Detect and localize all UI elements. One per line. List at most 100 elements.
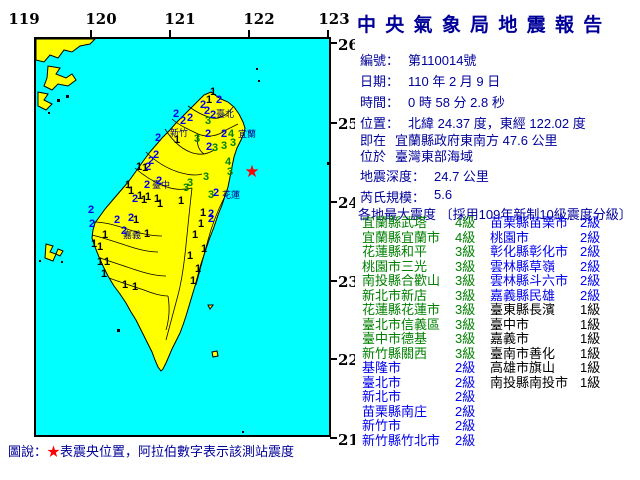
intensity-place: 宜蘭縣宜蘭市 (362, 229, 441, 245)
station-intensity-mark: 1 (195, 263, 201, 275)
field-value: 110 年 2 月 9 日 (408, 74, 501, 89)
station-intensity-mark: 2 (128, 212, 134, 224)
intensity-row: 南投縣合歡山 3級 (362, 273, 488, 289)
intensity-level: 2級 (455, 389, 476, 404)
intensity-level: 2級 (455, 403, 476, 419)
intensity-level: 3級 (455, 302, 476, 317)
map-city-label: 新竹 (170, 127, 188, 138)
intensity-row: 新竹縣關西 3級 (362, 345, 488, 362)
intensity-place: 宜蘭縣武塔 (362, 215, 428, 230)
longitude-label: 123 (318, 10, 349, 28)
intensity-row: 宜蘭縣武塔 4級 (362, 215, 488, 231)
intensity-row: 新北市新店 3級 (362, 287, 488, 304)
intensity-row: 宜蘭縣宜蘭市 4級 (362, 229, 488, 246)
epicenter-star-icon: ★ (244, 162, 259, 181)
field-value: 宜蘭縣政府東南方 47.6 公里 (395, 133, 558, 148)
intensity-place: 新北市 (362, 389, 402, 404)
station-intensity-mark: 2 (173, 108, 179, 120)
station-intensity-mark: 2 (88, 204, 94, 216)
report-field: 日期： 110 年 2 月 9 日 (360, 71, 638, 92)
station-intensity-mark: 2 (204, 105, 210, 117)
intensity-level: 3級 (455, 258, 476, 274)
station-intensity-mark: 1 (142, 162, 148, 174)
report-field: 即在 宜蘭縣政府東南方 47.6 公里 (360, 130, 638, 148)
station-intensity-mark: 1 (137, 190, 143, 202)
intensity-header-label: 各地最大震度 (358, 207, 437, 222)
intensity-row: 花蓮縣和平 3級 (362, 244, 488, 260)
intensity-column-right: 苗栗縣苗栗市 2級 桃園市 2級 彰化縣彰化市 2級 雲林縣草嶺 2級 雲林縣斗六市 2級 嘉義縣民… (490, 215, 610, 390)
legend-prefix: 圖說： (8, 444, 48, 459)
county-boundaries (91, 105, 239, 341)
intensity-header: 各地最大震度 〔採用109年新制10級震度分級〕 (358, 204, 632, 223)
latitude-label: 23 (338, 273, 355, 291)
intensity-place: 南投縣南投市 (490, 374, 569, 390)
field-value: 北緯 24.37 度，東經 122.02 度 (408, 116, 586, 131)
station-intensity-mark: 1 (178, 195, 184, 207)
station-intensity-mark: 1 (198, 218, 204, 230)
field-label: 地震深度： (360, 169, 426, 184)
intensity-place: 桃園市三光 (362, 258, 428, 274)
latitude-label: 25 (338, 115, 355, 133)
station-intensity-mark: 3 (194, 133, 200, 145)
intensity-place: 臺東縣長濱 (490, 302, 556, 317)
intensity-row: 臺東縣長濱 1級 (490, 302, 610, 318)
intensity-level: 2級 (455, 374, 476, 390)
station-intensity-mark: 1 (101, 268, 107, 280)
station-intensity-mark: 1 (132, 281, 138, 293)
field-label: 即在 (360, 133, 387, 148)
intensity-level: 1級 (580, 331, 601, 346)
intensity-level: 1級 (580, 374, 601, 390)
epicenter-star-legend-icon: ★ (47, 444, 61, 459)
station-intensity-mark: 1 (141, 194, 147, 206)
intensity-level: 2級 (580, 287, 601, 303)
station-intensity-mark: 1 (154, 193, 160, 205)
taiwan-island (91, 91, 246, 372)
intensity-level: 2級 (580, 244, 601, 259)
station-intensity-mark: 1 (145, 191, 151, 203)
map-city-label: 臺中 (152, 179, 170, 190)
intensity-level: 1級 (580, 316, 601, 332)
intensity-level: 3級 (455, 287, 476, 303)
intensity-row: 新北市 2級 (362, 389, 488, 405)
station-intensity-mark: 3 (221, 140, 227, 152)
intensity-place: 臺北市信義區 (362, 316, 441, 332)
intensity-row: 高雄市旗山 1級 (490, 360, 610, 376)
field-value: 第110014號 (408, 53, 477, 68)
longitude-label: 119 (8, 10, 39, 28)
intensity-row: 雲林縣草嶺 2級 (490, 259, 610, 275)
offshore-islets (117, 68, 330, 433)
station-intensity-mark: 1 (192, 229, 198, 241)
map-city-label: 臺北 (216, 108, 234, 119)
epicenter-layer: ★ (244, 162, 259, 181)
report-title: 中 央 氣 象 局 地 震 報 告 (357, 15, 605, 36)
intensity-header-note: 〔採用109年新制10級震度分級〕 (439, 207, 632, 222)
station-intensity-mark: 2 (144, 179, 150, 191)
station-intensity-mark: 2 (155, 132, 161, 144)
field-label: 時間： (360, 95, 400, 110)
report-field: 地震深度： 24.7 公里 (360, 166, 638, 187)
intensity-level: 3級 (455, 331, 476, 346)
intensity-level: 3級 (455, 244, 476, 259)
intensity-level: 3級 (455, 316, 476, 332)
intensity-place: 基隆市 (362, 360, 402, 375)
station-intensity-mark: 3 (205, 115, 211, 127)
station-intensity-mark: 3 (183, 182, 189, 194)
station-intensity-mark: 2 (156, 175, 162, 187)
field-value: 5.6 (434, 187, 453, 202)
intensity-place: 嘉義縣民雄 (490, 287, 556, 303)
station-intensity-mark: 2 (153, 149, 159, 161)
station-intensity-mark: 1 (91, 238, 97, 250)
intensity-level: 2級 (455, 432, 476, 448)
station-intensity-mark: 2 (213, 187, 219, 199)
intensity-level: 3級 (455, 273, 476, 288)
intensity-place: 南投縣合歡山 (362, 273, 441, 288)
station-intensity-mark: 3 (187, 177, 193, 189)
intensity-place: 高雄市旗山 (490, 360, 556, 375)
report-field: 時間： 0 時 58 分 2.8 秒 (360, 92, 638, 113)
station-intensity-mark: 1 (174, 134, 180, 146)
longitude-label: 121 (164, 10, 195, 28)
intensity-place: 臺中市德基 (362, 331, 428, 346)
station-intensity-mark: 3 (203, 171, 209, 183)
intensity-place: 新竹縣關西 (362, 345, 428, 361)
